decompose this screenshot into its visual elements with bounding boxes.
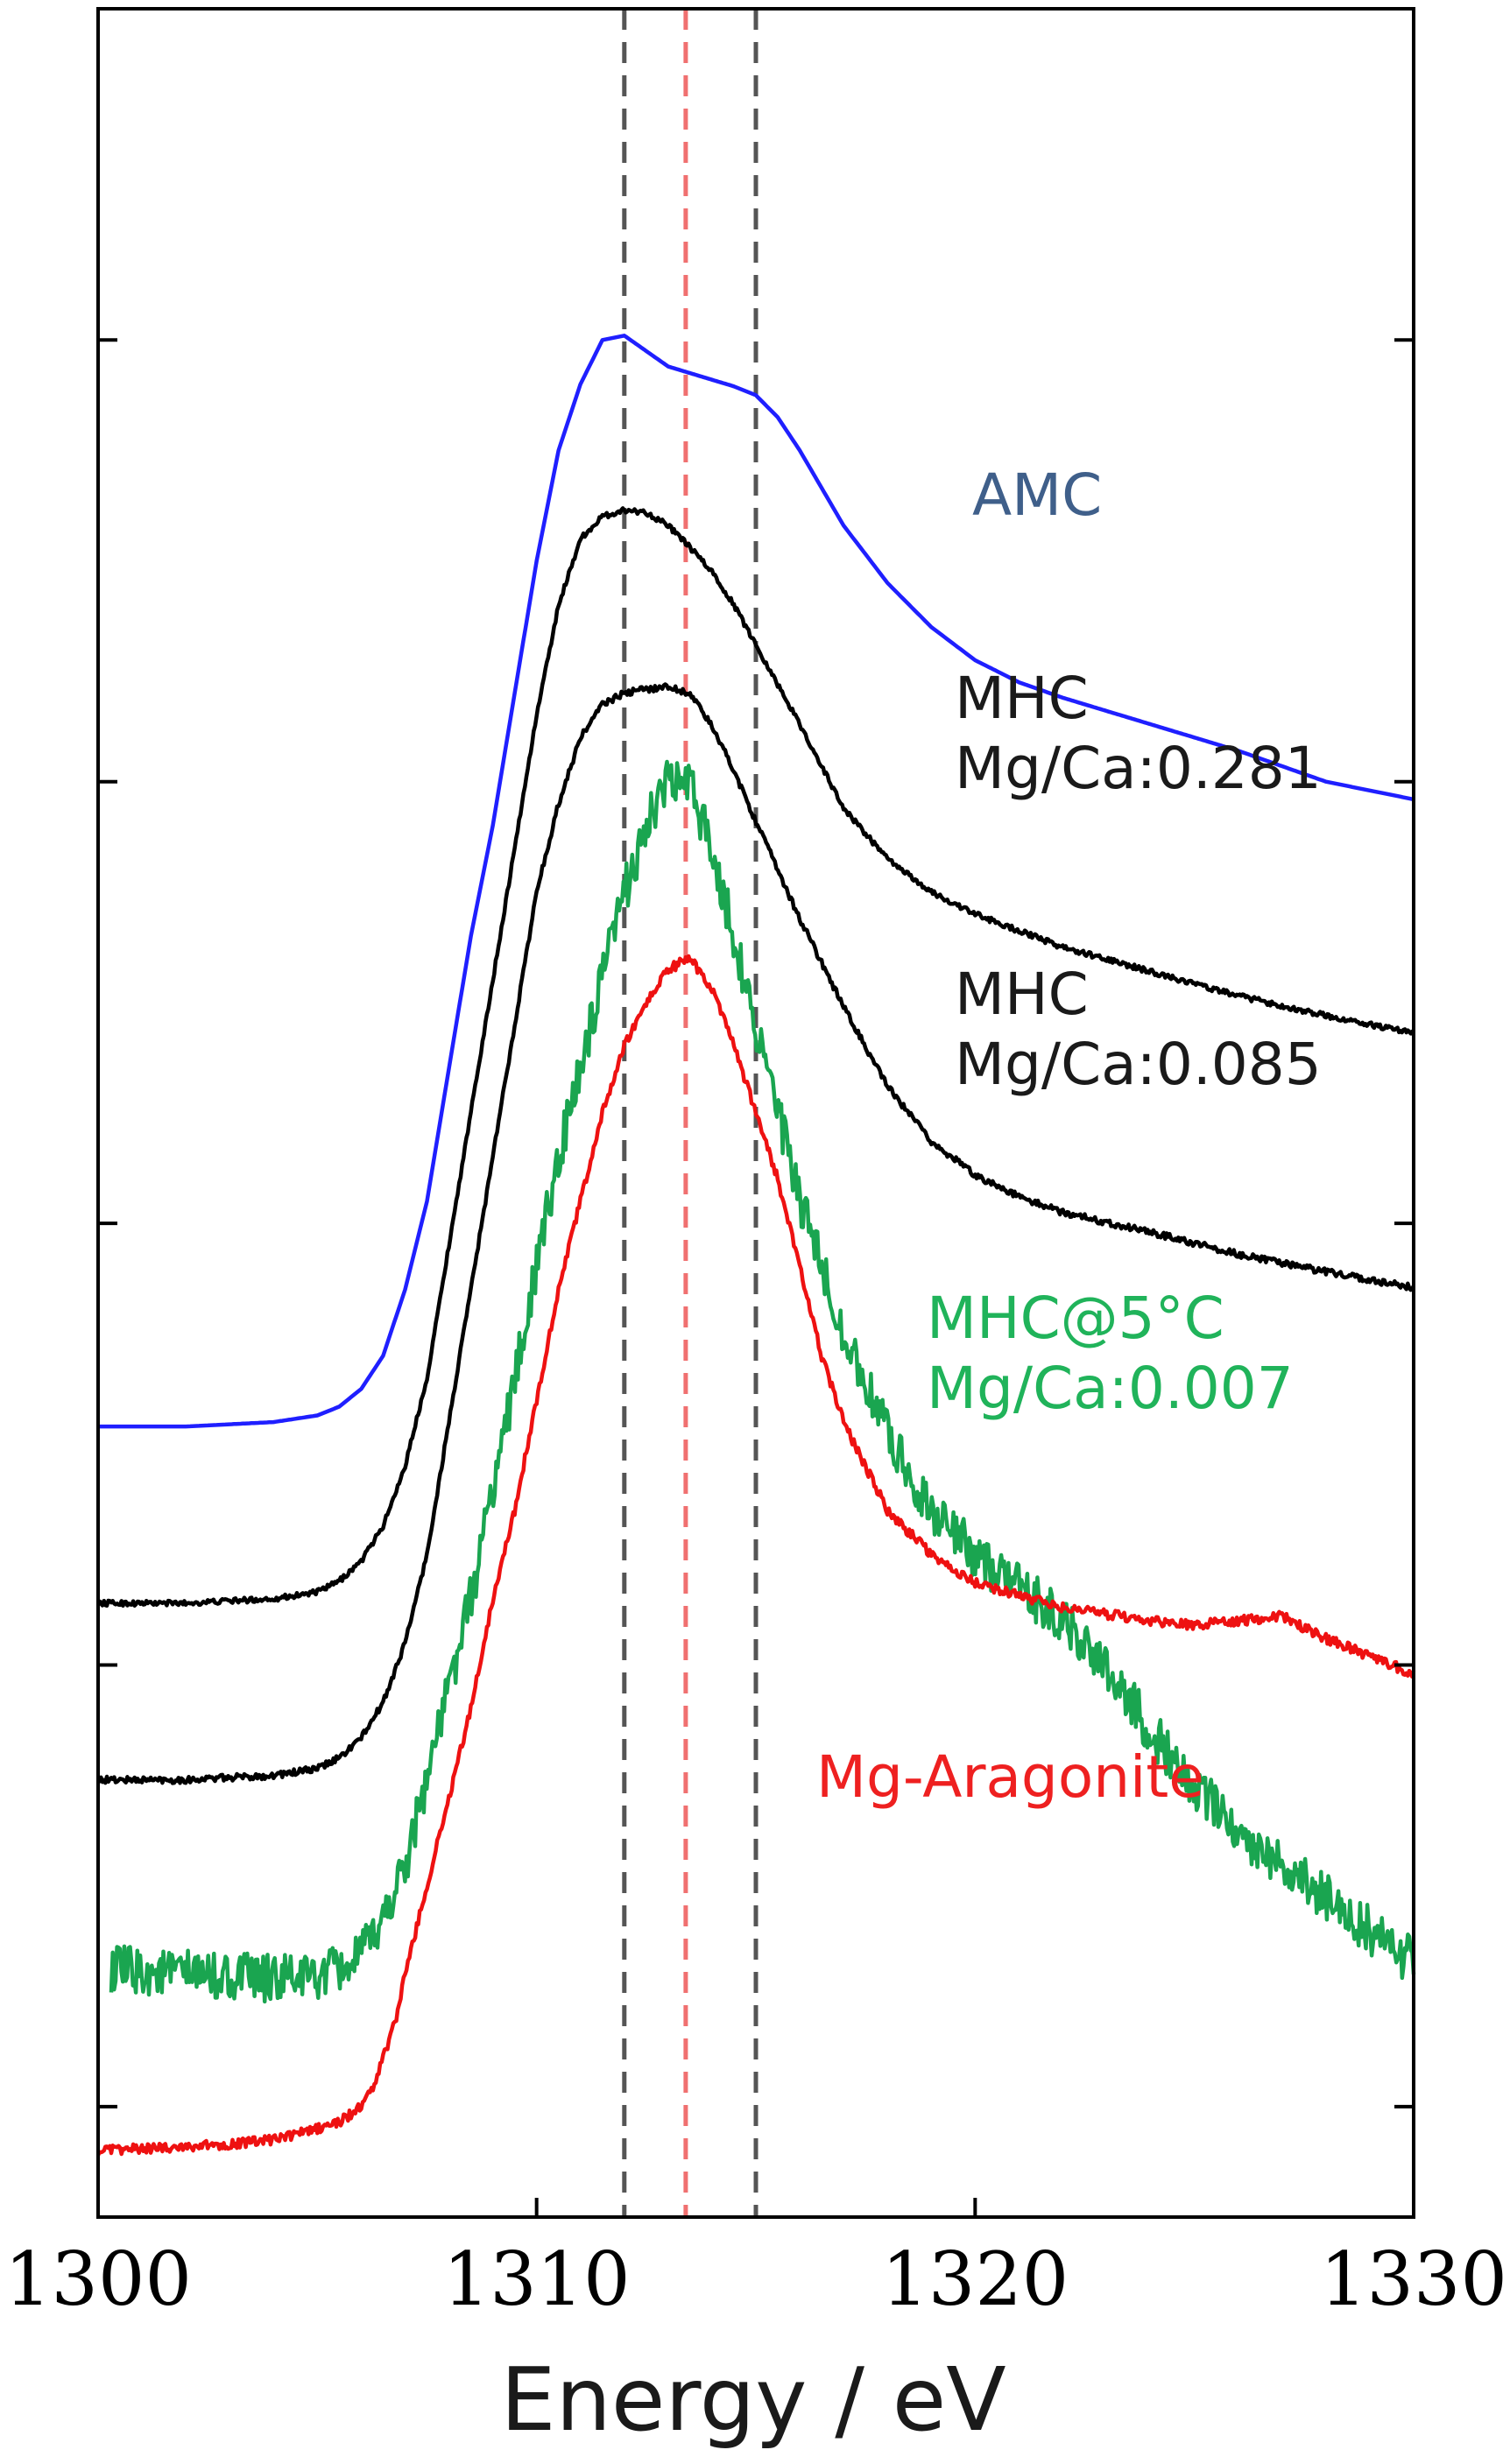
plot-frame	[96, 7, 1415, 2219]
series-line-mhc-mg-ca-0-281	[95, 506, 1416, 1609]
series-line-mhc-mg-ca-0-085	[96, 682, 1416, 1785]
x-tick-label-1310: 1310	[443, 2236, 631, 2322]
series-label-1-line-1: AMC	[972, 461, 1102, 529]
series-label-4-line-1: MHC@5°C	[927, 1285, 1224, 1352]
series-label-3-line-1: MHC	[955, 961, 1089, 1028]
series-labels: AMCMHCMg/Ca:0.281MHCMg/Ca:0.085MHC@5°CMg…	[816, 461, 1322, 1811]
series-label-3-line-2: Mg/Ca:0.085	[955, 1031, 1322, 1098]
series-label-5-line-1: Mg-Aragonite	[816, 1743, 1204, 1811]
series-label-2-line-1: MHC	[955, 665, 1089, 732]
x-tick-label-1300: 1300	[4, 2236, 192, 2322]
series-line-mhc-5-c-mg-ca-0-007	[109, 759, 1416, 2004]
x-axis-title: Energy / eV	[500, 2348, 1005, 2451]
series-line-mg-aragonite	[95, 954, 1416, 2157]
x-tick-label-1330: 1330	[1320, 2236, 1507, 2322]
series-label-4-line-2: Mg/Ca:0.007	[927, 1355, 1294, 1422]
series-line-amc	[98, 334, 1415, 1429]
x-tick-label-1320: 1320	[881, 2236, 1069, 2322]
series-label-2-line-2: Mg/Ca:0.281	[955, 735, 1322, 802]
ticks: 1300 1310 1320 1330	[4, 338, 1507, 2322]
series-layer	[95, 334, 1416, 2157]
